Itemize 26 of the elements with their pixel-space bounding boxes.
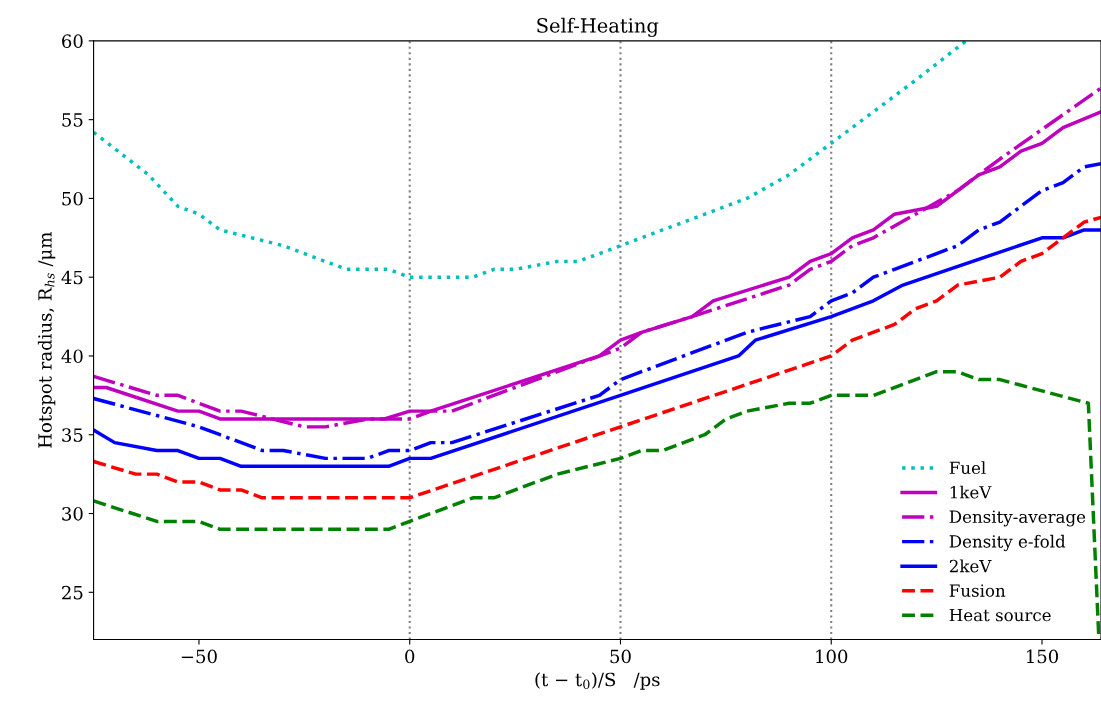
y-tick-label: 30 bbox=[62, 506, 83, 521]
y-axis-title: Hotspot radius, R$_{hs}$ /μm bbox=[37, 232, 56, 448]
y-tick-label: 45 bbox=[61, 270, 83, 285]
y-tick-label: 40 bbox=[61, 349, 83, 364]
y-tick-label: 25 bbox=[62, 585, 83, 600]
legend-label: 1keV bbox=[950, 485, 992, 499]
y-tick-label: 50 bbox=[62, 191, 83, 206]
chart-title: Self-Heating bbox=[537, 17, 659, 37]
legend-label: 2keV bbox=[949, 559, 992, 573]
x-tick-label: 50 bbox=[610, 649, 631, 664]
legend-label: Fuel bbox=[949, 461, 986, 475]
x-tick-label: 150 bbox=[1026, 649, 1059, 664]
line-series bbox=[93, 215, 1101, 500]
legend-label: Fusion bbox=[949, 584, 1006, 597]
x-tick-label: 100 bbox=[816, 649, 848, 664]
legend-label: Density-average bbox=[949, 510, 1086, 527]
legend-label: Density e-fold bbox=[949, 534, 1066, 552]
line-series bbox=[93, 40, 968, 279]
x-tick-label: 0 bbox=[405, 649, 415, 664]
y-tick-label: 60 bbox=[62, 34, 83, 48]
y-tick-label: 35 bbox=[62, 428, 83, 442]
y-tick-label: 55 bbox=[62, 113, 83, 127]
line-series bbox=[93, 162, 1101, 461]
legend-label: Heat source bbox=[949, 608, 1051, 622]
x-tick-label: −50 bbox=[181, 649, 217, 664]
x-axis-title: (t − t$_{0}$)/S /ps bbox=[535, 672, 660, 690]
